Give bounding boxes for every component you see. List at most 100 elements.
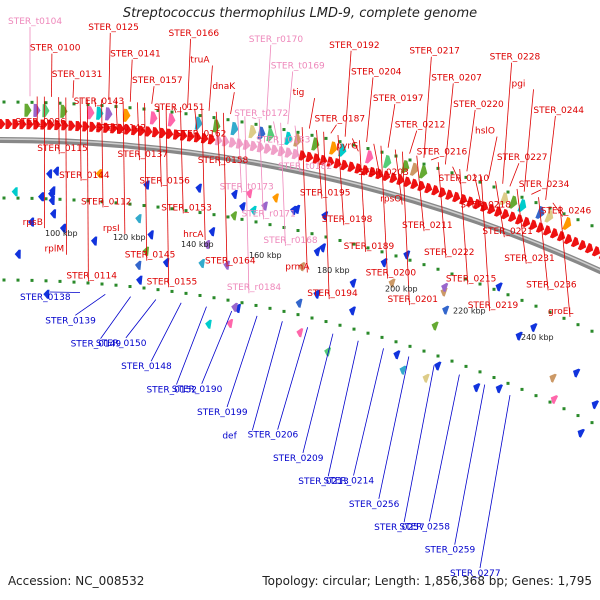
gene-label: STER_0207	[431, 73, 482, 83]
leader-line	[287, 71, 294, 125]
gene-label: STER_t0169	[271, 61, 325, 71]
gene-label-reverse: def	[222, 431, 237, 441]
reverse-gene	[473, 383, 481, 393]
ring-dot	[506, 381, 510, 385]
gene-label: STER_0137	[117, 150, 168, 160]
ring-dot	[268, 223, 272, 227]
cds-arrow	[242, 139, 251, 150]
gene-label: STER_t0104	[8, 17, 62, 27]
reverse-gene	[591, 400, 599, 410]
gene-label: STER_0187	[314, 115, 365, 125]
cds-arrow	[263, 143, 272, 154]
reverse-gene	[290, 205, 297, 215]
leader-line	[65, 97, 67, 255]
reverse-gene	[142, 246, 150, 256]
gene-label: STER_0166	[169, 29, 220, 39]
reverse-gene	[162, 258, 170, 268]
gene-label: STER_0231	[504, 254, 555, 264]
gene-label: STER_0096	[15, 118, 66, 128]
leader-line	[215, 111, 221, 167]
reverse-gene	[293, 204, 301, 214]
gene-block	[96, 106, 104, 120]
ring-dot	[422, 263, 426, 267]
ring-dot	[464, 277, 468, 281]
cds-arrow	[438, 187, 447, 198]
ring-dot	[254, 122, 258, 126]
ring-dot	[58, 279, 62, 283]
gene-label: STER_0142	[96, 123, 147, 133]
ring-dot	[128, 106, 132, 110]
ring-dot	[114, 201, 118, 205]
reverse-gene	[495, 384, 503, 394]
scale-label: 240 kbp	[521, 333, 554, 342]
ring-dot	[268, 125, 272, 129]
ring-dot	[2, 100, 6, 104]
gene-label: STER_0227	[497, 153, 548, 163]
cds-arrow	[417, 180, 426, 192]
ring-dot	[212, 213, 216, 217]
ring-dot	[142, 107, 146, 111]
ring-dot	[534, 304, 538, 308]
reverse-gene	[495, 282, 503, 292]
ring-dot	[128, 285, 132, 289]
ring-dot	[324, 136, 328, 140]
gene-label-reverse: STER_0199	[197, 408, 248, 418]
reverse-gene	[14, 249, 21, 259]
leader-line	[316, 130, 323, 199]
leader-line	[366, 77, 374, 143]
reverse-gene	[549, 373, 557, 383]
cds-arrow	[347, 161, 356, 172]
cds-arrow	[47, 119, 55, 130]
gene-label: STER_0155	[147, 277, 198, 287]
leader-line	[165, 105, 170, 288]
leader-line	[222, 112, 228, 267]
cds-arrow	[424, 182, 433, 194]
gene-label: STER_0228	[490, 53, 541, 63]
scale-label: 100 kbp	[45, 229, 78, 238]
genome-summary: Topology: circular; Length: 1,856,368 bp…	[262, 574, 592, 588]
gene-label: STER_0201	[387, 295, 438, 305]
cds-arrow	[459, 194, 468, 205]
ring-dot	[58, 101, 62, 105]
gene-label: STER_r0184	[227, 283, 282, 293]
gene-label: STER_0222	[424, 248, 475, 258]
reverse-gene	[272, 193, 279, 203]
genome-backbone	[0, 137, 600, 275]
reverse-gene	[530, 323, 538, 333]
reverse-gene	[349, 278, 357, 288]
leader-line	[403, 365, 435, 523]
ring-dot	[394, 340, 398, 344]
ring-dot	[562, 212, 566, 216]
cds-arrow	[54, 120, 62, 131]
cds-arrow	[228, 137, 237, 148]
reverse-gene	[48, 195, 55, 206]
leader-line	[86, 98, 89, 282]
reverse-gene	[231, 189, 238, 200]
leader-line	[251, 117, 257, 120]
gene-label: STER_0100	[30, 44, 81, 54]
gene-label: STER_r0170	[249, 35, 304, 45]
ring-dot	[310, 232, 314, 236]
leader-line	[129, 59, 133, 102]
gene-block	[382, 154, 392, 169]
gene-label: STER_t0173	[220, 183, 274, 193]
gene-label: STER_0200	[366, 268, 417, 278]
ring-dot	[324, 235, 328, 239]
cds-arrow	[577, 239, 587, 251]
ring-dot	[254, 303, 258, 307]
gene-block	[212, 119, 221, 133]
reverse-gene	[422, 373, 430, 383]
ring-dot	[296, 229, 300, 233]
ring-dot	[590, 224, 594, 228]
ring-dot	[576, 414, 580, 418]
reverse-gene	[43, 289, 50, 299]
leader-line	[459, 168, 469, 285]
ring-dot	[576, 323, 580, 327]
leader-line	[294, 125, 301, 173]
ring-dot	[520, 298, 524, 302]
reverse-gene	[198, 258, 206, 269]
cds-arrow	[12, 119, 20, 130]
gene-label: STER_0164	[205, 257, 256, 267]
gene-label-reverse: STER_0149	[71, 340, 122, 350]
cds-arrow	[89, 121, 97, 132]
